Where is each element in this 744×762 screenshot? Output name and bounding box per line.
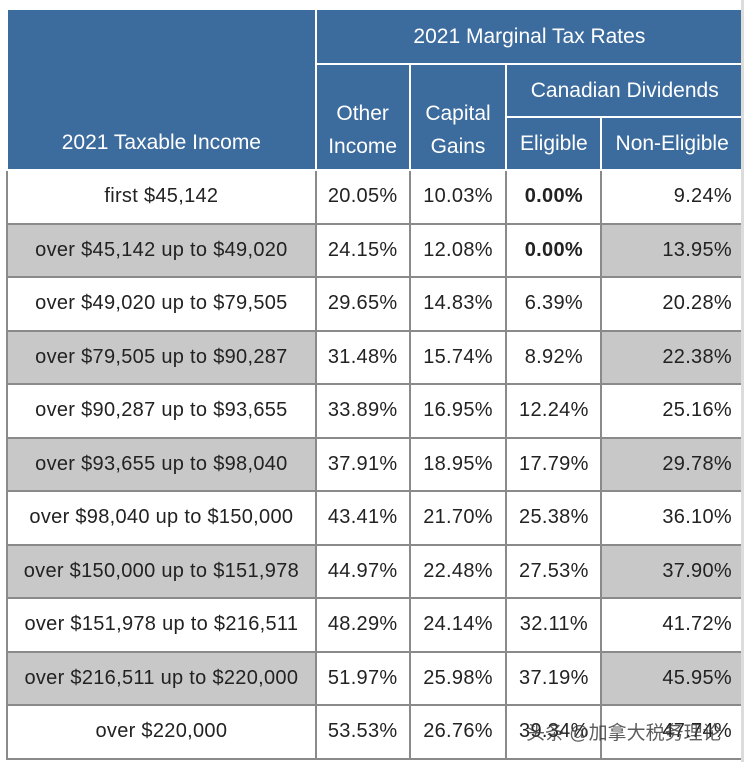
cell-non-eligible: 45.95% <box>600 650 744 706</box>
cell-capital-gains: 26.76% <box>408 704 508 760</box>
header-other-line1: Other <box>336 102 389 125</box>
cell-other-income: 31.48% <box>314 329 411 385</box>
cell-non-eligible: 37.90% <box>600 543 744 599</box>
cell-income-range: over $150,000 up to $151,978 <box>6 543 317 599</box>
cell-other-income: 43.41% <box>314 490 411 546</box>
cell-non-eligible: 20.28% <box>600 276 744 332</box>
cell-other-income: 33.89% <box>314 383 411 439</box>
cell-non-eligible: 13.95% <box>600 222 744 278</box>
cell-capital-gains: 22.48% <box>408 543 508 599</box>
cell-non-eligible: 36.10% <box>600 490 744 546</box>
cell-eligible: 0.00% <box>505 222 603 278</box>
cell-income-range: over $98,040 up to $150,000 <box>6 490 317 546</box>
cell-income-range: over $45,142 up to $49,020 <box>6 222 317 278</box>
table-row: over $79,505 up to $90,287 31.48% 15.74%… <box>6 329 744 385</box>
page-edge-divider <box>741 0 744 762</box>
table-row: over $45,142 up to $49,020 24.15% 12.08%… <box>6 222 744 278</box>
table-row: first $45,142 20.05% 10.03% 0.00% 9.24% <box>6 169 744 225</box>
cell-non-eligible: 22.38% <box>600 329 744 385</box>
cell-non-eligible: 41.72% <box>600 597 744 653</box>
cell-eligible: 6.39% <box>505 276 603 332</box>
cell-income-range: over $216,511 up to $220,000 <box>6 650 317 706</box>
cell-other-income: 24.15% <box>314 222 411 278</box>
cell-eligible: 27.53% <box>505 543 603 599</box>
cell-other-income: 44.97% <box>314 543 411 599</box>
cell-non-eligible: 9.24% <box>600 169 744 225</box>
cell-other-income: 29.65% <box>314 276 411 332</box>
watermark: 头条 @加拿大税务理论 <box>526 723 722 744</box>
table-row: over $151,978 up to $216,511 48.29% 24.1… <box>6 597 744 653</box>
cell-capital-gains: 16.95% <box>408 383 508 439</box>
cell-income-range: over $79,505 up to $90,287 <box>6 329 317 385</box>
header-canadian-dividends: Canadian Dividends <box>505 63 744 118</box>
cell-income-range: over $151,978 up to $216,511 <box>6 597 317 653</box>
tax-rate-table: 2021 Taxable Income 2021 Marginal Tax Ra… <box>6 8 744 760</box>
header-other-line2: Income <box>328 135 398 158</box>
cell-other-income: 48.29% <box>314 597 411 653</box>
header-capital-line2: Gains <box>430 135 486 158</box>
cell-non-eligible: 25.16% <box>600 383 744 439</box>
cell-eligible: 8.92% <box>505 329 603 385</box>
cell-non-eligible: 29.78% <box>600 436 744 492</box>
header-capital-line1: Capital <box>425 102 491 125</box>
cell-eligible: 17.79% <box>505 436 603 492</box>
cell-capital-gains: 24.14% <box>408 597 508 653</box>
cell-income-range: over $90,287 up to $93,655 <box>6 383 317 439</box>
header-taxable-income: 2021 Taxable Income <box>6 8 317 171</box>
cell-capital-gains: 12.08% <box>408 222 508 278</box>
table-row: over $90,287 up to $93,655 33.89% 16.95%… <box>6 383 744 439</box>
cell-eligible: 37.19% <box>505 650 603 706</box>
cell-income-range: over $49,020 up to $79,505 <box>6 276 317 332</box>
cell-other-income: 53.53% <box>314 704 411 760</box>
cell-eligible: 25.38% <box>505 490 603 546</box>
table-row: over $220,000 53.53% 26.76% 39.34% 47.74… <box>6 704 744 760</box>
cell-income-range: first $45,142 <box>6 169 317 225</box>
cell-eligible: 32.11% <box>505 597 603 653</box>
cell-other-income: 51.97% <box>314 650 411 706</box>
cell-capital-gains: 25.98% <box>408 650 508 706</box>
cell-capital-gains: 21.70% <box>408 490 508 546</box>
table-row: over $150,000 up to $151,978 44.97% 22.4… <box>6 543 744 599</box>
header-non-eligible: Non-Eligible <box>600 116 744 171</box>
cell-eligible: 0.00% <box>505 169 603 225</box>
header-capital-gains: Capital Gains <box>408 63 508 171</box>
header-other-income: Other Income <box>314 63 411 171</box>
header-eligible: Eligible <box>505 116 603 171</box>
cell-capital-gains: 15.74% <box>408 329 508 385</box>
cell-eligible: 39.34% <box>505 704 603 760</box>
table-row: over $216,511 up to $220,000 51.97% 25.9… <box>6 650 744 706</box>
table-row: over $49,020 up to $79,505 29.65% 14.83%… <box>6 276 744 332</box>
cell-capital-gains: 10.03% <box>408 169 508 225</box>
cell-other-income: 20.05% <box>314 169 411 225</box>
header-marginal-rates: 2021 Marginal Tax Rates <box>314 8 744 65</box>
table-row: over $93,655 up to $98,040 37.91% 18.95%… <box>6 436 744 492</box>
cell-capital-gains: 14.83% <box>408 276 508 332</box>
table-row: over $98,040 up to $150,000 43.41% 21.70… <box>6 490 744 546</box>
cell-income-range: over $93,655 up to $98,040 <box>6 436 317 492</box>
cell-income-range: over $220,000 <box>6 704 317 760</box>
cell-other-income: 37.91% <box>314 436 411 492</box>
cell-capital-gains: 18.95% <box>408 436 508 492</box>
cell-eligible: 12.24% <box>505 383 603 439</box>
